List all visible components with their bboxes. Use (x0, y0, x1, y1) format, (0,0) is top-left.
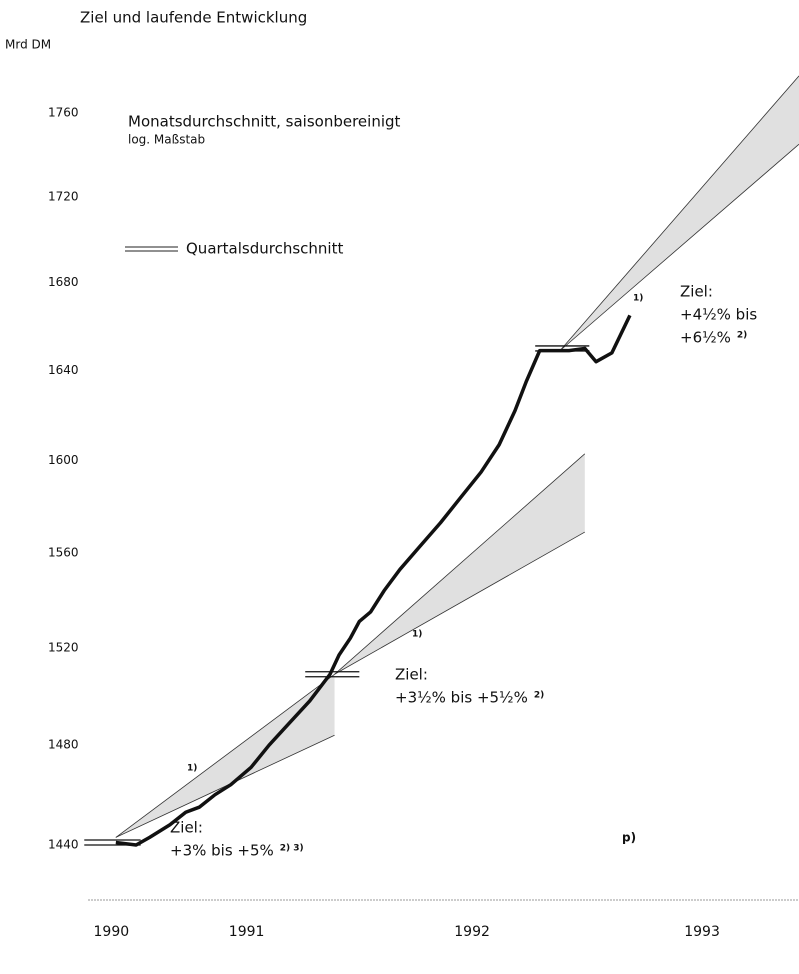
y-tick-label: 1520 (48, 640, 79, 654)
annotation: Ziel: (170, 819, 203, 837)
subtitle: Monatsdurchschnitt, saisonbereinigt (128, 113, 401, 131)
annotation-note: 2) 3) (280, 844, 304, 854)
y-tick-label: 1640 (48, 363, 79, 377)
data-line (115, 314, 632, 847)
annotation: Ziel: (395, 666, 428, 684)
target-upper (115, 673, 335, 838)
y-tick-label: 1720 (48, 189, 79, 203)
x-tick-label: 1992 (454, 924, 490, 940)
annotation-note: 2) (534, 691, 544, 701)
annotation: +4½% bis (680, 306, 757, 324)
annotation: +6½% (680, 329, 731, 347)
y-tick-label: 1600 (48, 453, 79, 467)
y-tick-label: 1440 (48, 838, 79, 852)
footnote-mark: 1) (187, 764, 197, 774)
footnote-mark: 1) (633, 294, 643, 304)
target-lower (559, 143, 799, 351)
footnote-mark: p) (622, 831, 636, 845)
y-tick-label: 1760 (48, 106, 79, 120)
footnote-mark: 1) (412, 630, 422, 640)
annotation: +3½% bis +5½% (395, 689, 528, 707)
annotation: Ziel: (680, 283, 713, 301)
y-tick-label: 1680 (48, 275, 79, 289)
annotation: +3% bis +5% (170, 842, 274, 860)
legend-label: Quartalsdurchschnitt (186, 240, 343, 258)
scale-note: log. Maßstab (128, 133, 205, 147)
chart-title: Ziel und laufende Entwicklung (80, 9, 307, 27)
target-upper (559, 75, 799, 351)
annotation-note: 2) (737, 331, 747, 341)
target-upper (334, 453, 586, 675)
target-lower (334, 531, 586, 675)
x-tick-label: 1993 (684, 924, 720, 940)
x-tick-label: 1990 (94, 924, 130, 940)
y-tick-label: 1480 (48, 738, 79, 752)
y-tick-label: 1560 (48, 546, 79, 560)
y-axis-label: Mrd DM (5, 38, 51, 52)
x-tick-label: 1991 (229, 924, 265, 940)
